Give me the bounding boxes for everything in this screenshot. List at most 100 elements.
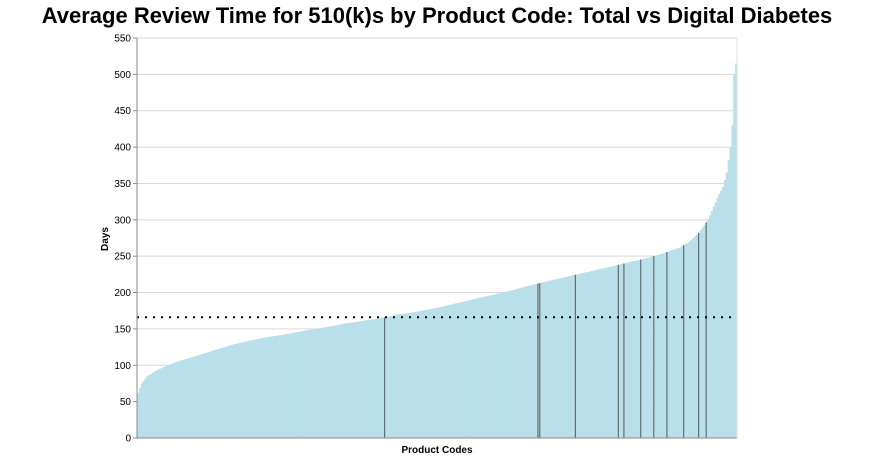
- bar: [187, 358, 190, 438]
- bar: [256, 339, 259, 438]
- y-tick-label: 0: [125, 434, 131, 445]
- bar: [221, 347, 224, 438]
- bar: [260, 338, 263, 438]
- bar: [505, 291, 508, 438]
- bar: [236, 343, 239, 438]
- bar: [720, 190, 723, 438]
- bar: [361, 320, 364, 438]
- y-tick-label: 100: [114, 361, 131, 372]
- y-tick-label: 450: [114, 106, 131, 117]
- bar: [628, 262, 631, 438]
- bar: [647, 257, 650, 438]
- bar: [548, 280, 551, 438]
- bar: [310, 329, 314, 438]
- axes: [136, 38, 738, 439]
- bar: [157, 369, 160, 438]
- bar: [243, 341, 246, 438]
- bar: [355, 321, 358, 438]
- bar: [441, 306, 444, 438]
- bar: [703, 225, 706, 438]
- bar: [669, 250, 672, 438]
- bar: [722, 187, 725, 438]
- bar: [606, 267, 609, 438]
- bar: [308, 329, 312, 438]
- bar: [234, 344, 237, 438]
- bar: [694, 236, 697, 438]
- bar: [456, 303, 459, 438]
- bar: [692, 238, 695, 438]
- bar: [368, 319, 371, 438]
- bar: [576, 274, 579, 438]
- bar: [525, 286, 528, 438]
- bar: [673, 249, 676, 438]
- bar: [258, 338, 261, 438]
- bar: [535, 283, 538, 438]
- bar: [351, 322, 355, 438]
- bar: [327, 326, 330, 438]
- bar: [303, 330, 306, 438]
- bar: [215, 349, 218, 438]
- bars: [137, 63, 738, 439]
- bar: [424, 310, 428, 438]
- bar: [516, 288, 519, 438]
- bar: [667, 251, 671, 438]
- bar: [710, 211, 714, 438]
- bar: [142, 381, 145, 438]
- bar: [338, 324, 342, 438]
- bar: [267, 336, 271, 438]
- bar: [559, 278, 562, 438]
- bar: [252, 339, 256, 438]
- bar: [312, 329, 315, 438]
- bar: [181, 360, 185, 438]
- y-tick-labels: 0 50 100 150 200 250 300 350 400 450 500 550: [114, 34, 137, 445]
- bar: [565, 276, 568, 438]
- bar: [393, 315, 396, 438]
- bar: [522, 287, 525, 438]
- bar: [437, 307, 441, 438]
- bar: [172, 363, 175, 438]
- bar: [357, 321, 360, 438]
- bar: [436, 307, 439, 438]
- bar: [699, 230, 702, 438]
- y-tick-label: 350: [114, 179, 131, 190]
- bar: [708, 215, 712, 438]
- bar: [602, 268, 605, 438]
- bar: [507, 291, 510, 438]
- bar: [193, 356, 196, 438]
- bar: [365, 320, 368, 438]
- bar: [458, 302, 461, 438]
- bar: [566, 276, 570, 438]
- bar: [282, 334, 285, 438]
- bar: [570, 275, 573, 438]
- bar: [155, 370, 158, 438]
- bar: [684, 243, 687, 438]
- bar: [594, 270, 598, 438]
- bar: [600, 268, 603, 438]
- bar: [460, 302, 463, 438]
- bar: [649, 257, 652, 438]
- bar: [333, 325, 336, 438]
- bar: [206, 352, 209, 438]
- bar: [415, 311, 418, 438]
- bar: [512, 289, 515, 438]
- bar: [163, 366, 166, 438]
- bar: [619, 264, 622, 438]
- bar: [204, 353, 207, 438]
- bar: [245, 341, 248, 438]
- bar: [680, 246, 684, 438]
- y-axis-title: Days: [100, 227, 111, 251]
- bar: [637, 259, 641, 438]
- bar: [370, 319, 373, 438]
- bar: [550, 280, 553, 438]
- bar: [247, 340, 250, 438]
- bar: [226, 346, 229, 438]
- y-tick-label: 550: [114, 34, 131, 45]
- bar: [178, 361, 181, 438]
- bar: [275, 335, 278, 438]
- bar: [557, 278, 560, 438]
- bar: [480, 297, 484, 438]
- bar: [587, 271, 590, 438]
- bar: [277, 335, 280, 438]
- bar: [465, 300, 469, 438]
